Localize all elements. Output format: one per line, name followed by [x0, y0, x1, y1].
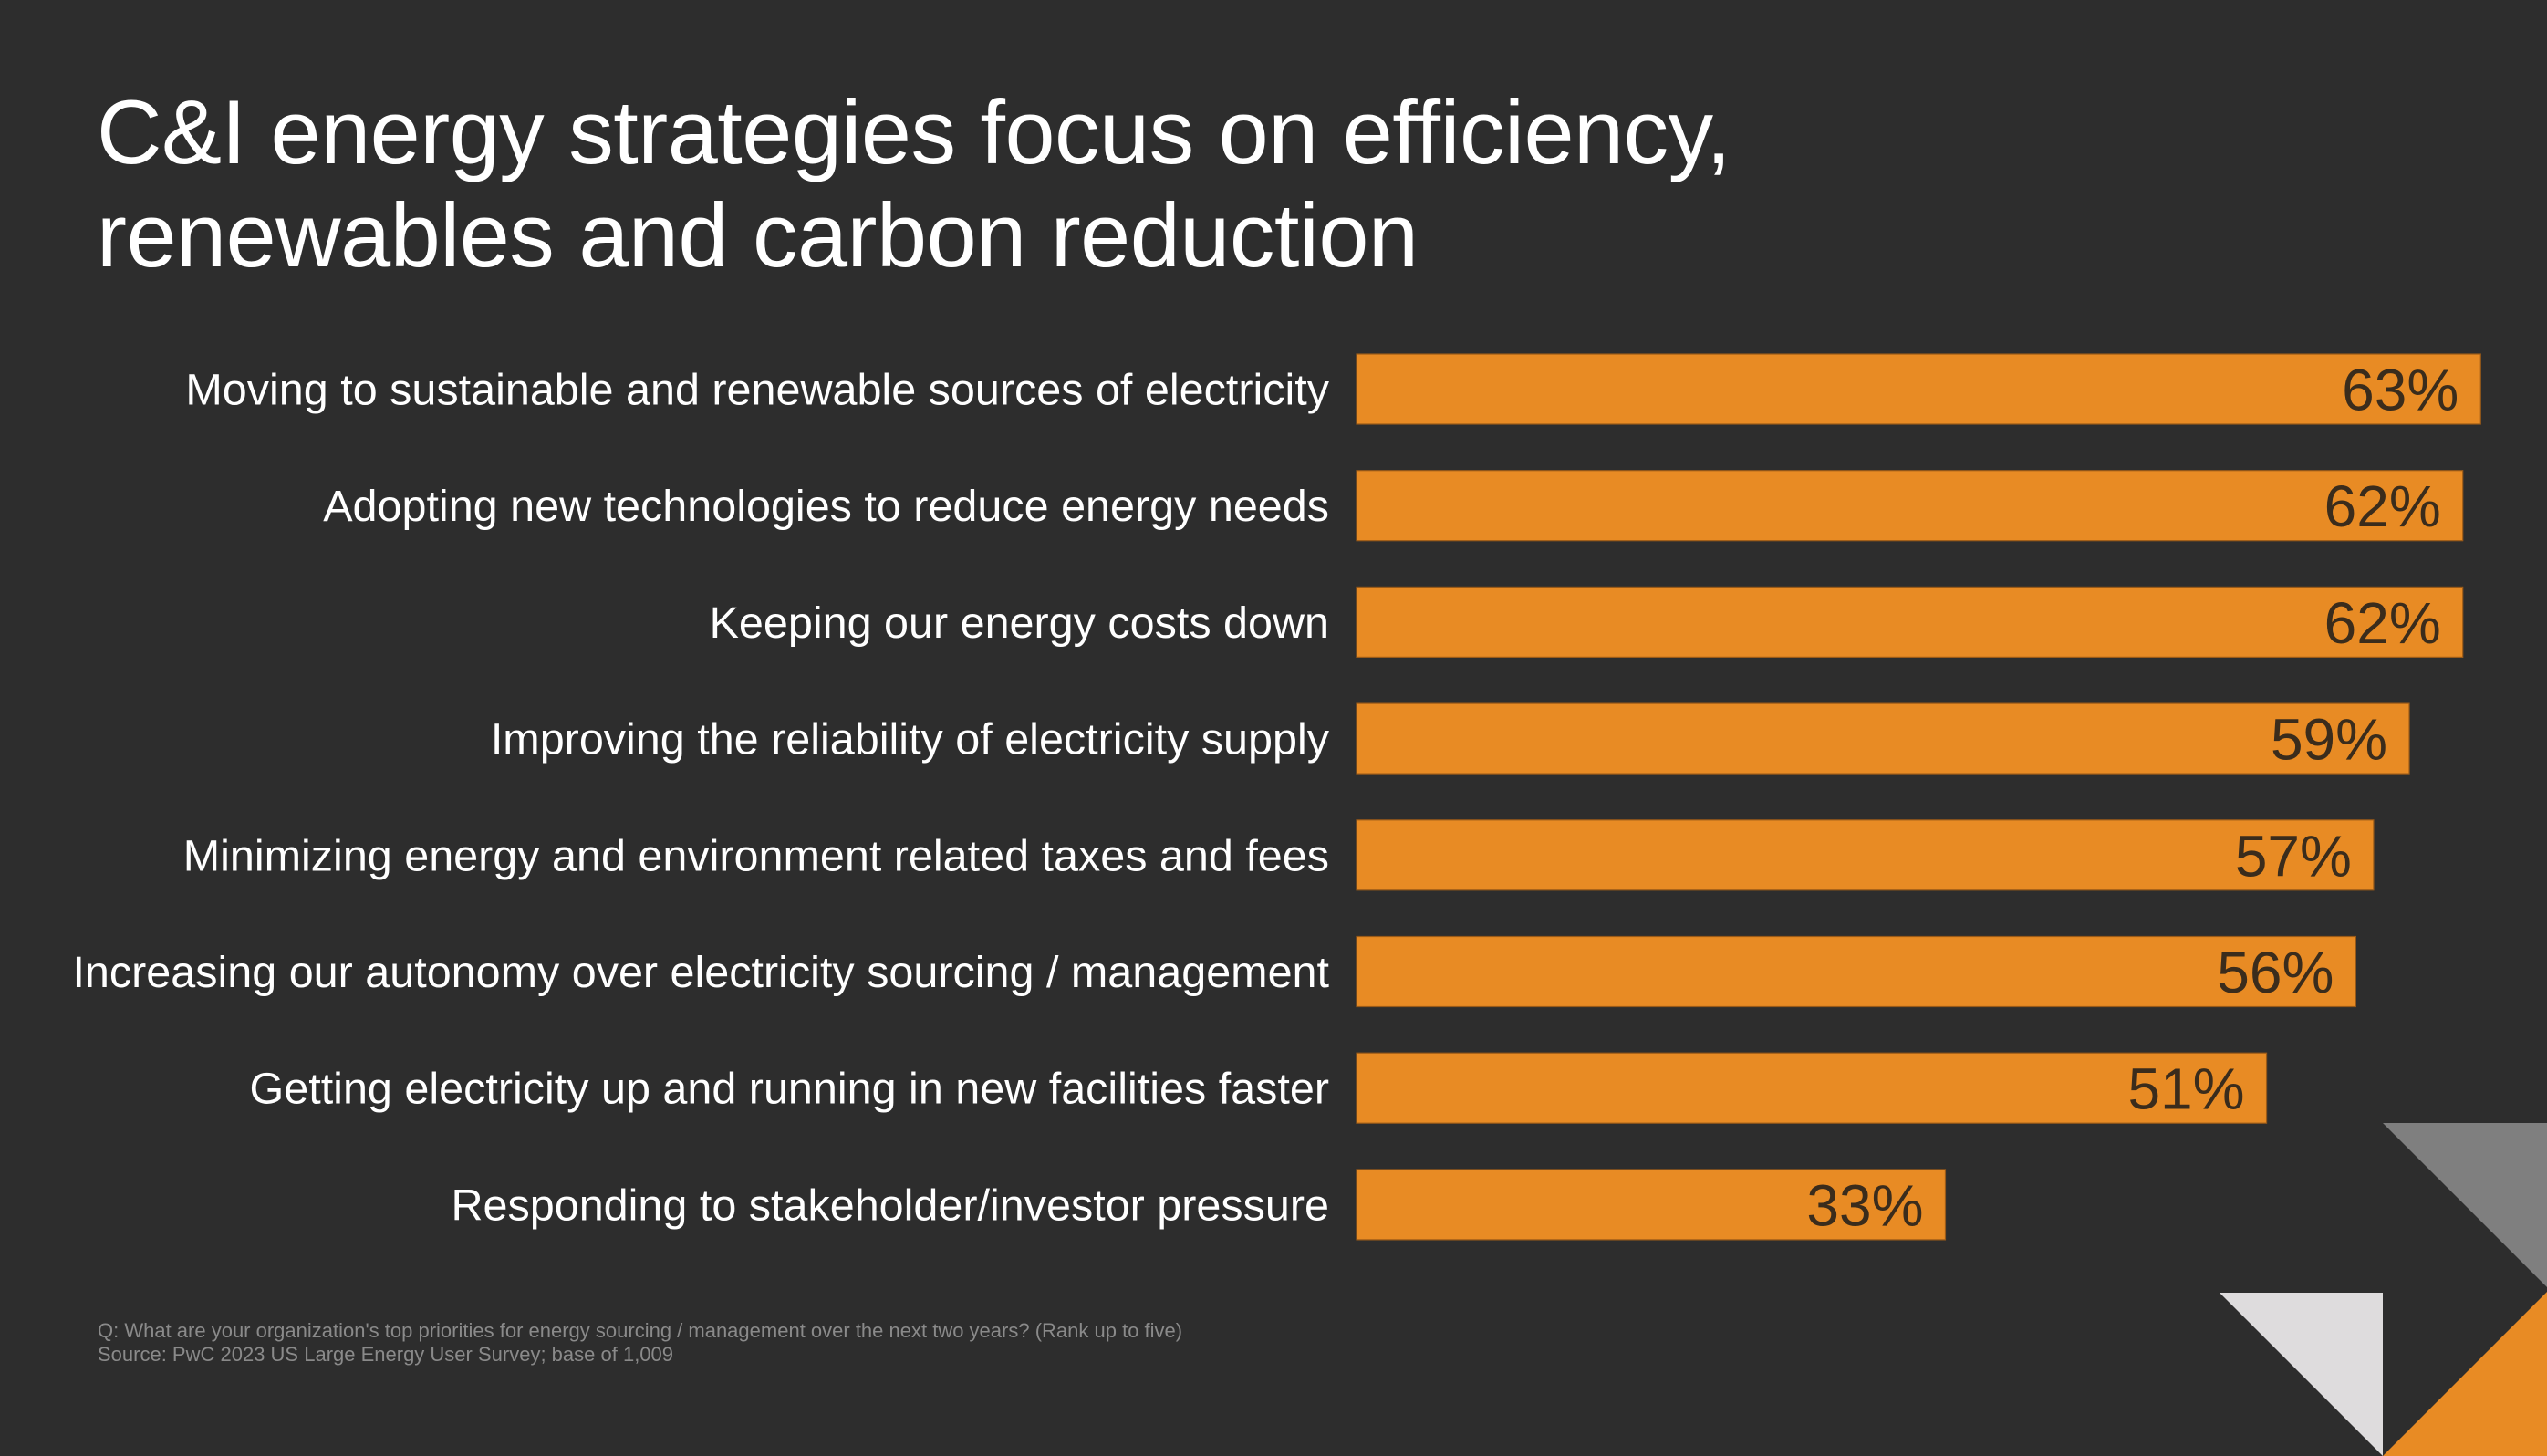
source-note: Source: PwC 2023 US Large Energy User Su…: [98, 1343, 674, 1366]
category-label: Increasing our autonomy over electricity…: [72, 948, 1329, 997]
bar: [1356, 353, 2481, 425]
bar: [1356, 702, 2410, 775]
value-label: 59%: [2271, 707, 2387, 773]
slide-title-line-1: C&I energy strategies focus on efficienc…: [97, 81, 1731, 182]
value-label: 62%: [2324, 590, 2441, 656]
category-label: Keeping our energy costs down: [710, 598, 1329, 648]
footnote: Q: What are your organization's top prio…: [98, 1319, 1182, 1367]
value-label: 63%: [2342, 358, 2459, 423]
category-label: Improving the reliability of electricity…: [491, 715, 1330, 764]
value-label: 51%: [2127, 1056, 2244, 1122]
bar: [1356, 470, 2464, 542]
value-label: 56%: [2217, 940, 2334, 1005]
bar-row: Keeping our energy costs down 62%: [710, 586, 2464, 659]
bar-row: Adopting new technologies to reduce ener…: [323, 470, 2464, 542]
bar: [1356, 1052, 2268, 1124]
slide-title: C&I energy strategies focus on efficienc…: [97, 80, 1731, 286]
category-label: Responding to stakeholder/investor press…: [452, 1180, 1329, 1230]
bar-row: Responding to stakeholder/investor press…: [452, 1169, 1947, 1241]
bar: [1356, 586, 2464, 659]
bar-row: Getting electricity up and running in ne…: [250, 1052, 2268, 1124]
bar-row: Increasing our autonomy over electricity…: [72, 935, 2356, 1008]
bar-row: Improving the reliability of electricity…: [491, 702, 2410, 775]
category-label: Moving to sustainable and renewable sour…: [185, 366, 1329, 415]
category-label: Getting electricity up and running in ne…: [250, 1065, 1329, 1114]
bar: [1356, 1169, 1947, 1241]
value-label: 33%: [1806, 1172, 1923, 1238]
bar-row: Moving to sustainable and renewable sour…: [185, 353, 2481, 425]
survey-question-note: Q: What are your organization's top prio…: [98, 1319, 1183, 1342]
bar: [1356, 819, 2375, 891]
category-label: Adopting new technologies to reduce ener…: [323, 482, 1329, 531]
slide-title-line-2: renewables and carbon reduction: [97, 184, 1419, 286]
value-label: 57%: [2235, 823, 2352, 889]
category-label: Minimizing energy and environment relate…: [183, 831, 1329, 880]
bar: [1356, 935, 2356, 1008]
value-label: 62%: [2324, 473, 2441, 539]
bar-row: Minimizing energy and environment relate…: [183, 819, 2375, 891]
